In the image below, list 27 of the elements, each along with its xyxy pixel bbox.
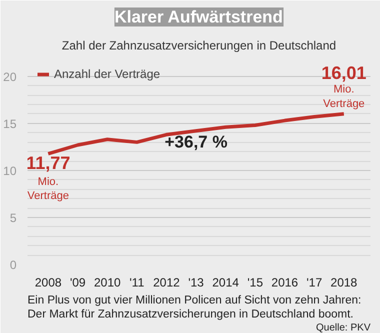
x-tick-label: '09 (70, 276, 86, 290)
x-tick-label: 2016 (271, 276, 298, 290)
x-tick-label: 2008 (34, 276, 62, 290)
x-tick-label: 2018 (330, 276, 358, 290)
y-tick-label: 5 (10, 210, 17, 225)
x-tick-label: 2014 (212, 276, 240, 290)
x-tick-label: '17 (306, 276, 322, 290)
chart-title: Klarer Aufwärtstrend (114, 8, 283, 26)
annotation: Mio. Verträge (27, 176, 69, 202)
x-tick-label: 2010 (94, 276, 122, 290)
data-label: 16,01 (321, 62, 366, 83)
annotation: +36,7 % (164, 132, 228, 152)
y-tick-label: 15 (3, 116, 17, 131)
x-tick-label: '13 (188, 276, 204, 290)
x-tick-label: '15 (247, 276, 264, 290)
x-tick-label: 2012 (153, 276, 180, 290)
line-series (46, 112, 346, 156)
text: Ein Plus von gut vier Millionen Policen auf Sicht von zehn Jahren: Der Markt für Zahnzusatzversicherungen in Deutschland boomt. (28, 294, 362, 320)
x-tick-label: '11 (130, 276, 145, 290)
legend-label: Anzahl der Verträge (54, 67, 160, 81)
source-note: Quelle: PKV (316, 322, 371, 333)
y-tick-label: 20 (3, 70, 17, 84)
data-label: 11,77 (26, 152, 70, 173)
y-tick-label: 10 (3, 164, 17, 178)
annotation: Mio. Verträge (323, 83, 365, 110)
chart-subtitle: Zahl der Zahnzusatzversicherungen in Deutschland (62, 38, 336, 52)
y-tick-label: 0 (10, 258, 17, 272)
